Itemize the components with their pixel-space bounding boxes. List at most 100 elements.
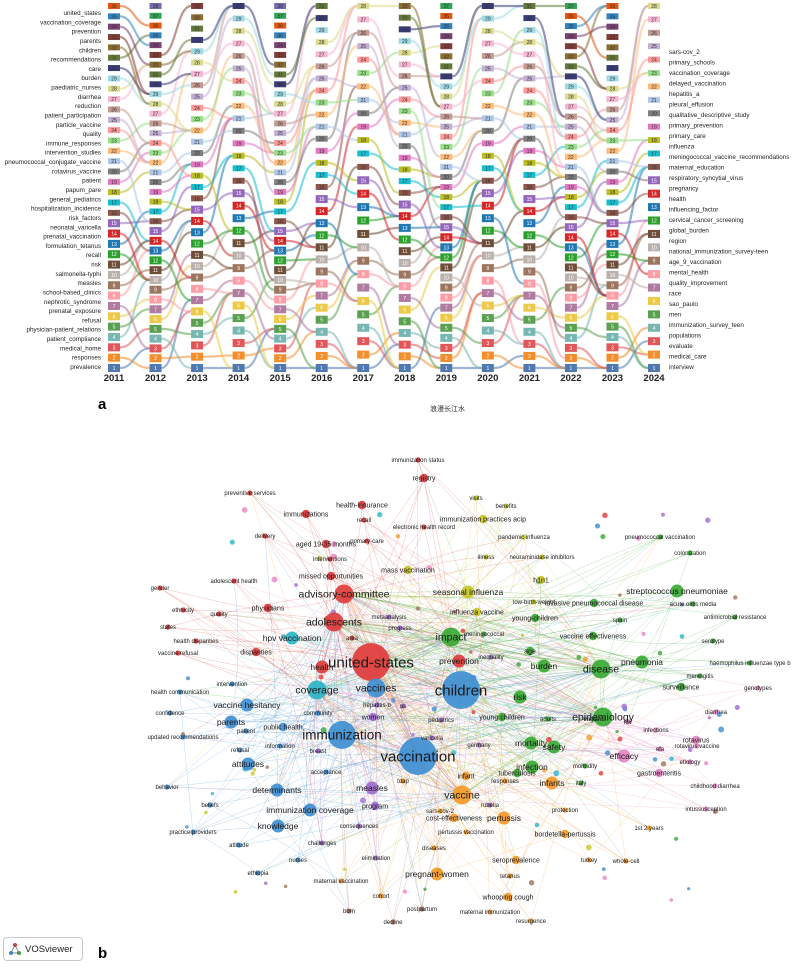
right-term-label: primary_prevention	[669, 123, 723, 130]
flow-ribbon	[286, 223, 316, 231]
rank-number: 32	[277, 63, 283, 69]
rank-number: 9	[403, 273, 406, 279]
left-term-label: vaccination_coverage	[40, 19, 101, 26]
right-term-label: influenza	[669, 144, 695, 151]
rank-number: 5	[403, 319, 406, 325]
rank-number: 7	[362, 286, 365, 292]
rank-number: 23	[277, 151, 283, 157]
rank-number: 34	[444, 34, 450, 40]
network-node-label: breast	[310, 749, 327, 755]
rank-number: 33	[610, 35, 616, 41]
flow-ribbon	[535, 284, 565, 358]
rank-number: 28	[111, 87, 117, 93]
network-minor-node	[617, 737, 622, 742]
vosviewer-logo-label: VOSviewer	[25, 944, 73, 955]
flow-ribbon	[328, 46, 358, 114]
network-minor-node	[704, 761, 708, 765]
network-node-label: women	[361, 714, 385, 721]
rank-number: 24	[111, 128, 117, 134]
network-minor-node	[705, 518, 710, 523]
network-node-label: health disparities	[173, 639, 218, 645]
rank-number: 1	[403, 366, 406, 372]
network-node-label: attitude	[229, 843, 249, 849]
network-node-label: united-states	[328, 654, 414, 671]
network-node-label: vaccine refusal	[158, 651, 198, 657]
network-node-label: acceptance	[311, 770, 342, 776]
network-node-label: colonization	[674, 551, 706, 557]
rank-number: 34	[568, 34, 574, 40]
rank-number: 11	[153, 268, 158, 274]
rank-number: 5	[653, 312, 656, 318]
network-minor-node	[185, 825, 188, 828]
rank-number: 21	[236, 116, 242, 122]
flow-ribbon	[535, 227, 565, 247]
rank-number: 15	[485, 191, 491, 197]
rank-number: 16	[236, 179, 242, 185]
rank-number: 12	[485, 229, 491, 235]
network-node-label: antimicrobial resistance	[704, 615, 767, 621]
rank-number: 26	[319, 64, 325, 70]
rank-number: 6	[445, 316, 448, 322]
rank-number: 28	[651, 4, 657, 10]
year-label: 2019	[436, 373, 457, 384]
network-minor-node	[602, 867, 606, 871]
rank-number: 24	[277, 141, 283, 147]
rank-number: 34	[610, 25, 616, 31]
network-node-label: recall	[357, 518, 371, 524]
year-label: 2013	[187, 373, 208, 384]
watermark-text: 浪漫长江水	[430, 404, 465, 414]
left-term-label: prenatal_exposure	[49, 308, 102, 315]
network-minor-node	[535, 823, 540, 828]
rank-number: 4	[154, 337, 157, 343]
right-term-labels: sars-cov_2primary_schoolsvaccination_cov…	[669, 49, 789, 371]
flow-ribbon	[286, 329, 316, 368]
rank-number: 25	[360, 44, 366, 50]
rank-number: 15	[153, 229, 159, 235]
rank-number: 36	[610, 4, 616, 10]
rank-number: 22	[527, 113, 533, 119]
rank-number: 29	[527, 28, 533, 34]
right-term-label: cervical_cancer_screening	[669, 217, 744, 224]
rank-number: 21	[111, 159, 117, 165]
rank-number: 7	[403, 296, 406, 302]
network-node-label: pertussis vaccination	[438, 830, 494, 836]
rank-number: 27	[568, 105, 574, 111]
rank-number: 4	[237, 329, 240, 335]
left-term-label: recommendations	[51, 57, 101, 64]
network-node-label: childhood diarrhea	[690, 784, 740, 790]
rank-number: 24	[360, 58, 366, 64]
rank-number: 1	[320, 366, 323, 372]
rank-number: 18	[277, 200, 283, 206]
rank-number: 15	[651, 178, 657, 184]
left-term-label: patient	[82, 178, 101, 185]
rank-number: 16	[444, 215, 450, 221]
network-node-label: measles	[356, 783, 388, 793]
rank-number: 26	[610, 107, 616, 113]
rank-number: 7	[279, 307, 282, 313]
rank-number: 4	[611, 335, 614, 341]
rank-number: 8	[362, 272, 365, 278]
rank-number: 7	[570, 306, 573, 312]
rank-number: 2	[486, 354, 489, 360]
rank-number: 14	[610, 232, 616, 238]
rank-number: 18	[402, 167, 408, 173]
flow-ribbon	[577, 127, 607, 172]
rank-number: 11	[361, 232, 366, 238]
network-minor-node	[360, 798, 366, 804]
rank-number: 24	[610, 128, 616, 134]
network-minor-node	[669, 756, 674, 761]
rank-number: 3	[445, 346, 448, 352]
right-term-label: quality_improvement	[669, 280, 727, 287]
network-node-label: adults	[540, 717, 556, 723]
network-minor-node	[469, 650, 473, 654]
rank-number: 9	[486, 266, 489, 272]
rank-number: 17	[651, 151, 657, 157]
network-node-label: risk	[513, 692, 527, 702]
flow-ribbon	[577, 86, 607, 119]
rank-number: 4	[403, 331, 406, 337]
rank-number: 8	[320, 282, 323, 288]
rank-number: 8	[570, 296, 573, 302]
rank-number: 15	[444, 225, 450, 231]
rank-number: 15	[194, 208, 200, 214]
rank-number: 29	[153, 92, 159, 98]
